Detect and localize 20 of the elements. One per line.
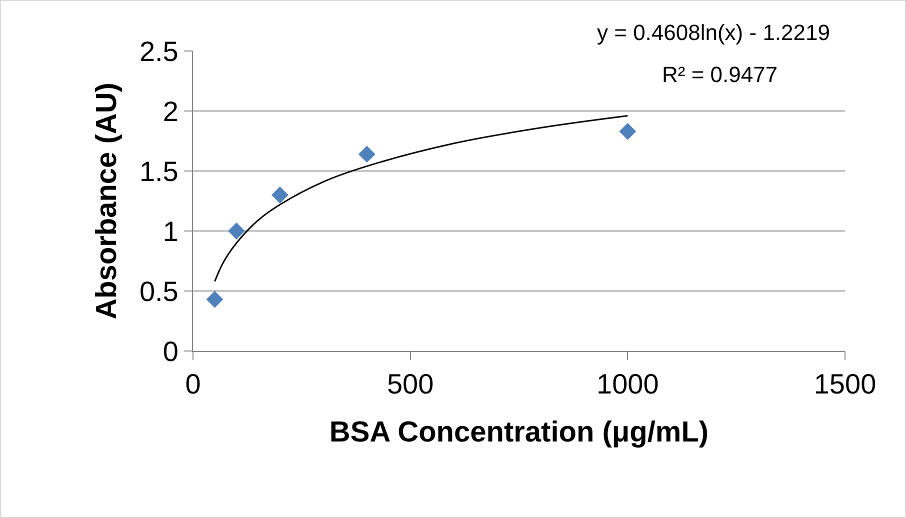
x-tick-label: 1500 xyxy=(814,368,876,400)
y-tick-label: 0.5 xyxy=(139,276,178,307)
y-tick-label: 0 xyxy=(162,336,178,367)
annotation: R² = 0.9477 xyxy=(662,62,778,87)
x-tick-label: 500 xyxy=(386,368,434,400)
x-axis-title: BSA Concentration (μg/mL) xyxy=(329,416,709,448)
y-tick-label: 1.5 xyxy=(139,156,178,187)
y-tick-label: 2 xyxy=(162,96,178,127)
y-tick-label: 1 xyxy=(162,216,178,247)
x-tick-label: 1000 xyxy=(596,368,659,400)
point xyxy=(271,186,288,204)
text: y = 0.4608ln(x) - 1.2219 xyxy=(597,20,830,45)
point xyxy=(228,222,245,240)
point xyxy=(358,146,376,163)
x-tick-label: 0 xyxy=(185,368,201,400)
y-axis-title: Absorbance (AU) xyxy=(90,82,123,320)
point xyxy=(619,122,636,140)
y-tick-label: 2.5 xyxy=(139,36,178,67)
point xyxy=(206,290,224,308)
line-series xyxy=(214,115,628,282)
